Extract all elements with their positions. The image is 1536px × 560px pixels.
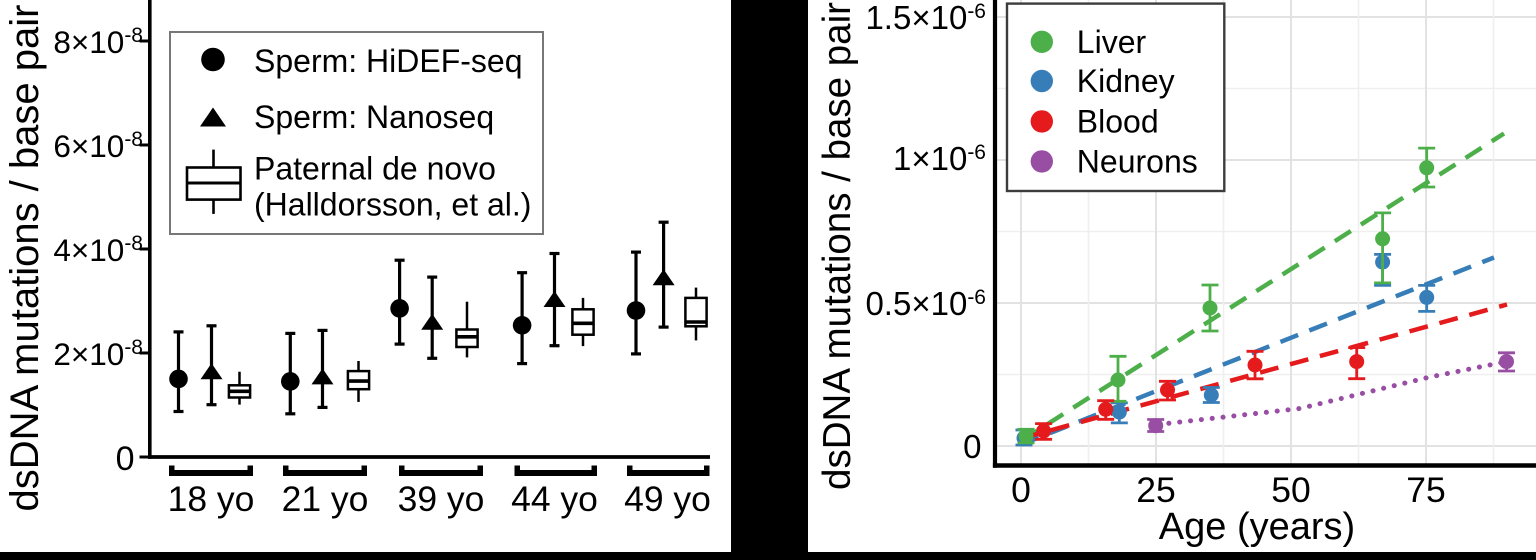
svg-text:49 yo: 49 yo bbox=[624, 479, 711, 519]
svg-text:0: 0 bbox=[963, 428, 981, 465]
svg-text:44 yo: 44 yo bbox=[511, 479, 598, 519]
svg-text:25: 25 bbox=[1136, 470, 1176, 510]
svg-text:Kidney: Kidney bbox=[1077, 63, 1175, 99]
svg-text:Neurons: Neurons bbox=[1077, 143, 1198, 179]
svg-text:Sperm: HiDEF-seq: Sperm: HiDEF-seq bbox=[254, 43, 523, 79]
svg-text:Liver: Liver bbox=[1077, 24, 1147, 60]
svg-text:Sperm: Nanoseq: Sperm: Nanoseq bbox=[254, 99, 494, 135]
svg-text:50: 50 bbox=[1271, 470, 1311, 510]
svg-text:Blood: Blood bbox=[1077, 103, 1159, 139]
svg-text:18 yo: 18 yo bbox=[168, 479, 255, 519]
svg-text:Paternal de novo: Paternal de novo bbox=[254, 151, 496, 187]
svg-text:75: 75 bbox=[1406, 470, 1446, 510]
svg-text:dsDNA mutations / base pair: dsDNA mutations / base pair bbox=[3, 5, 47, 512]
svg-text:1.5×10-6: 1.5×10-6 bbox=[865, 0, 986, 36]
svg-text:(Halldorsson, et al.): (Halldorsson, et al.) bbox=[254, 187, 531, 223]
svg-text:0: 0 bbox=[1011, 470, 1031, 510]
svg-text:0: 0 bbox=[116, 440, 135, 478]
svg-text:dsDNA mutations / base pair: dsDNA mutations / base pair bbox=[816, 2, 859, 490]
svg-text:Age (years): Age (years) bbox=[1159, 506, 1355, 548]
svg-text:0.5×10-6: 0.5×10-6 bbox=[865, 285, 986, 322]
svg-text:21 yo: 21 yo bbox=[282, 479, 369, 519]
svg-text:39 yo: 39 yo bbox=[398, 479, 485, 519]
